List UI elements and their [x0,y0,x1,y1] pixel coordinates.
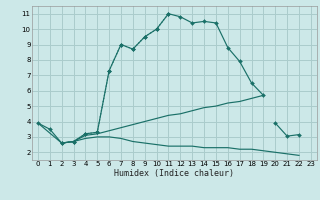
X-axis label: Humidex (Indice chaleur): Humidex (Indice chaleur) [115,169,234,178]
